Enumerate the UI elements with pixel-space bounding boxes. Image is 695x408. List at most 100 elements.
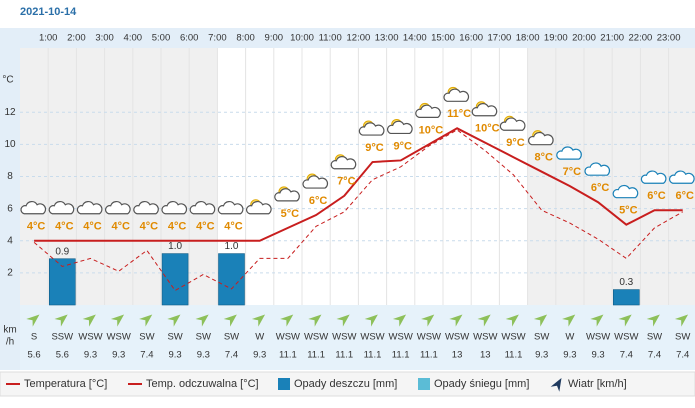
wind-arrow xyxy=(195,314,209,327)
hour-label: 20:00 xyxy=(572,33,596,44)
legend-label: Opady deszczu [mm] xyxy=(294,378,397,390)
wind-arrow xyxy=(82,314,96,327)
wind-arrow xyxy=(533,314,548,327)
cloud xyxy=(499,117,526,131)
cloud xyxy=(217,201,244,215)
feels-like-line xyxy=(33,129,683,292)
hour-label: 17:00 xyxy=(488,33,512,44)
temp-label: 7°C xyxy=(563,166,582,178)
wind-speed: 5.6 xyxy=(56,350,69,361)
weather-icon xyxy=(20,201,47,215)
wind-direction: SSW xyxy=(51,332,73,343)
rain-label: 1.0 xyxy=(168,241,182,252)
hour-label: 15:00 xyxy=(431,33,455,44)
hour-label: 13:00 xyxy=(375,33,399,44)
wind-speed: 11.1 xyxy=(392,350,410,361)
legend-label: Opady śniegu [mm] xyxy=(434,378,529,390)
hour-label: 5:00 xyxy=(152,33,171,44)
wind-speed: 5.6 xyxy=(27,350,40,361)
cloud xyxy=(415,104,441,118)
wind-speed: 7.4 xyxy=(225,350,238,361)
cloud xyxy=(584,162,611,176)
wind-speed: 11.1 xyxy=(364,350,382,361)
weather-icon xyxy=(640,170,667,184)
weather-icon xyxy=(48,201,75,215)
rain-label: 0.9 xyxy=(55,246,69,257)
wind-direction: WSW xyxy=(78,332,102,343)
cloud xyxy=(76,201,103,215)
wind-speed: 9.3 xyxy=(168,350,181,361)
y-unit: °C xyxy=(2,75,13,86)
wind-unit: km xyxy=(3,325,16,336)
hour-label: 11:00 xyxy=(319,33,342,44)
hour-label: 14:00 xyxy=(403,33,427,44)
weather-icon xyxy=(556,146,582,160)
wind-direction: SW xyxy=(196,332,211,343)
hour-label: 22:00 xyxy=(629,33,653,44)
wind-direction: SW xyxy=(224,332,239,343)
weather-icon xyxy=(246,199,272,215)
wind-arrow xyxy=(336,314,350,327)
wind-direction: WSW xyxy=(360,332,384,343)
wind-arrow xyxy=(646,314,660,327)
temp-label: 9°C xyxy=(506,137,525,149)
wind-direction: W xyxy=(565,332,574,343)
cloud xyxy=(274,188,300,202)
cloud xyxy=(443,88,470,102)
wind-direction: WSW xyxy=(445,332,469,343)
cloud xyxy=(189,201,216,215)
cloud xyxy=(20,201,47,215)
temp-label: 4°C xyxy=(111,221,130,233)
temp-label: 4°C xyxy=(224,221,243,233)
wind-speed: 7.4 xyxy=(648,350,661,361)
wind-arrow xyxy=(167,314,181,327)
rain-bar xyxy=(48,258,76,306)
hour-label: 7:00 xyxy=(208,33,227,44)
hour-label: 2:00 xyxy=(67,33,86,44)
rain-bar xyxy=(612,289,640,306)
wind-speed: 11.1 xyxy=(335,350,353,361)
hour-label: 18:00 xyxy=(516,33,540,44)
wind-direction: SW xyxy=(647,332,662,343)
hour-label: 3:00 xyxy=(95,33,114,44)
wind-arrow xyxy=(505,314,519,327)
wind-speed: 9.3 xyxy=(535,350,548,361)
wind-arrow xyxy=(421,314,435,327)
wind-speed: 11.1 xyxy=(420,350,438,361)
legend-swatch xyxy=(278,378,290,390)
weather-icon xyxy=(330,154,357,170)
wind-direction: WSW xyxy=(417,332,441,343)
hour-label: 6:00 xyxy=(180,33,199,44)
temp-label: 7°C xyxy=(337,176,356,188)
cloud xyxy=(640,170,667,184)
weather-icon xyxy=(669,170,695,184)
temp-label: 4°C xyxy=(55,221,74,233)
rain-label: 1.0 xyxy=(225,241,239,252)
wind-arrow xyxy=(392,314,407,327)
rain-bar xyxy=(161,253,189,306)
wind-speed: 7.4 xyxy=(676,350,689,361)
wind-arrow xyxy=(223,314,237,327)
temp-label: 4°C xyxy=(140,221,159,233)
temp-label: 6°C xyxy=(591,182,610,194)
wind-arrow xyxy=(590,314,604,327)
weather-icon xyxy=(612,184,639,199)
cloud xyxy=(528,131,554,146)
wind-direction: S xyxy=(31,332,37,343)
wind-direction: WSW xyxy=(501,332,525,343)
wind-speed: 9.3 xyxy=(563,350,576,361)
temp-label: 11°C xyxy=(447,108,471,120)
hour-label: 12:00 xyxy=(347,33,371,44)
wind-direction: WSW xyxy=(304,332,328,343)
wind-speed: 9.3 xyxy=(84,350,97,361)
weather-icon xyxy=(133,201,159,215)
weather-icon xyxy=(302,173,329,189)
wind-unit: /h xyxy=(6,337,14,348)
wind-speed: 9.3 xyxy=(591,350,604,361)
cloud xyxy=(471,103,498,117)
weather-icon xyxy=(189,201,216,215)
wind-direction: WSW xyxy=(614,332,638,343)
wind-arrow xyxy=(26,314,40,327)
cloud xyxy=(105,201,131,215)
